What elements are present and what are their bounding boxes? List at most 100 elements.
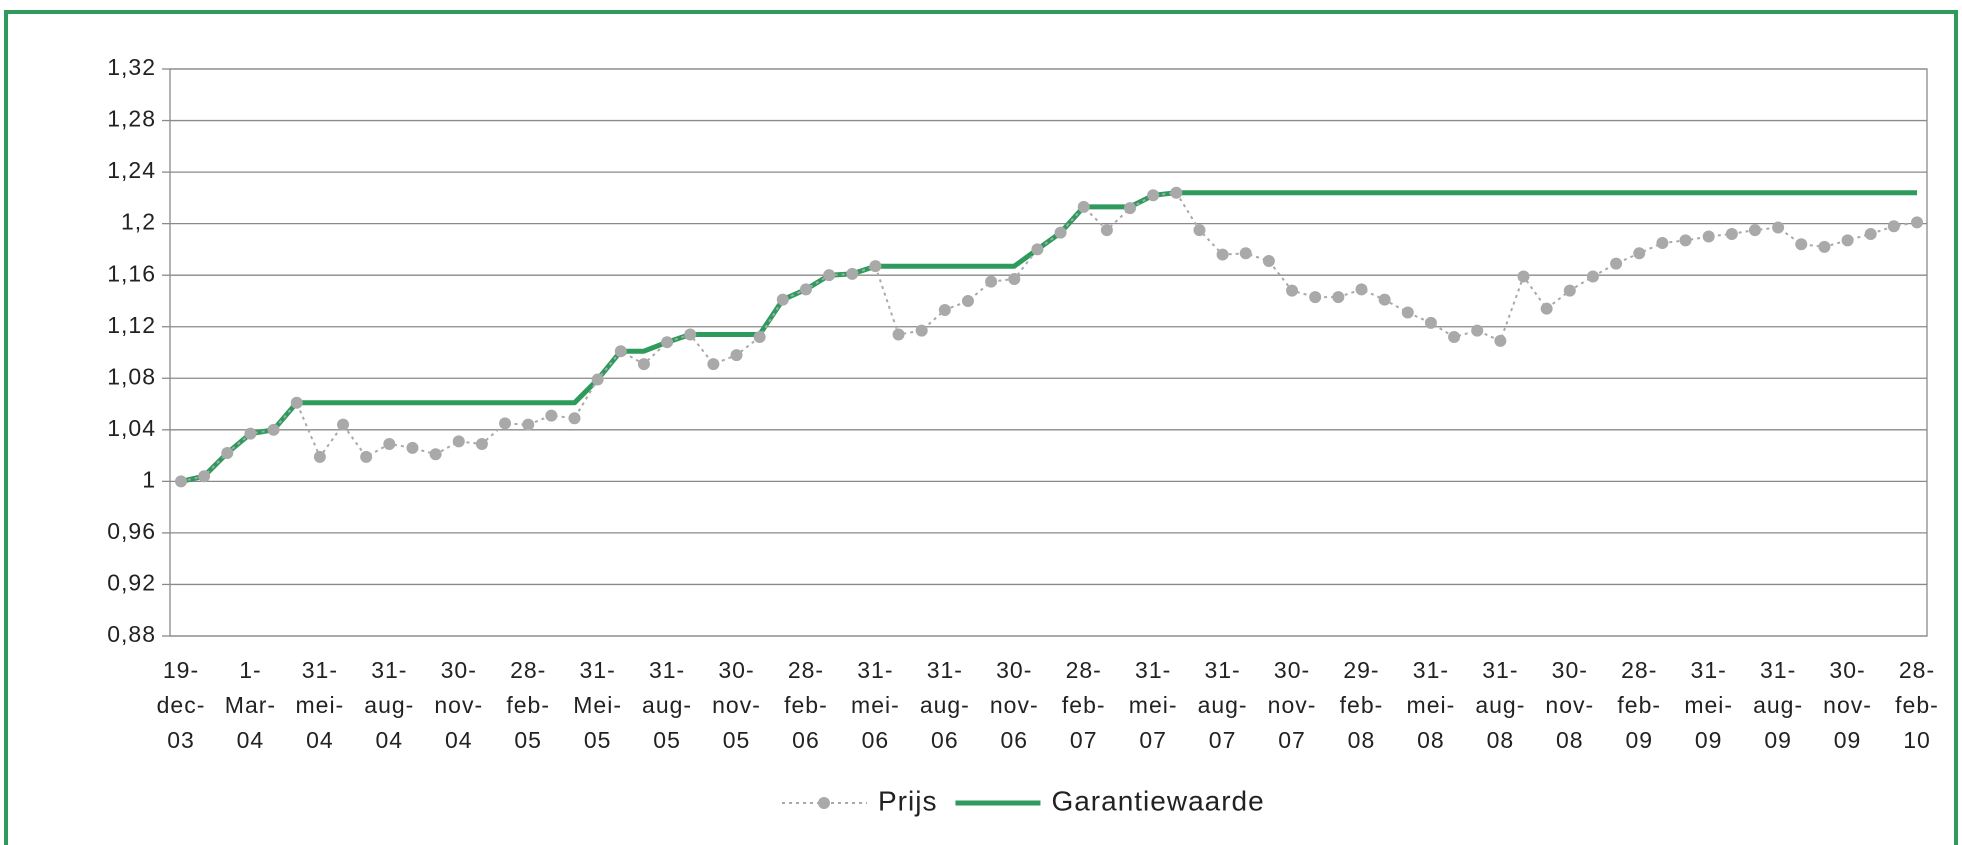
price-marker — [1610, 257, 1623, 270]
price-marker — [452, 435, 465, 448]
price-marker — [337, 418, 350, 431]
x-tick-label-line: 31- — [1691, 657, 1727, 683]
x-tick-label-line: 19- — [163, 657, 199, 683]
x-tick-label-line: 30- — [441, 657, 477, 683]
price-marker — [290, 396, 303, 409]
x-tick-label-line: 08 — [1417, 727, 1445, 753]
price-marker — [499, 417, 512, 430]
x-tick-label-line: 06 — [862, 727, 890, 753]
price-marker — [1911, 216, 1923, 229]
x-tick-label-line: 30- — [996, 657, 1032, 683]
x-tick-label: 28- feb- 10 — [1895, 657, 1939, 753]
y-tick-label: 1,08 — [107, 363, 156, 389]
price-line — [180, 191, 1918, 483]
price-marker — [1170, 186, 1183, 199]
price-marker — [1818, 240, 1831, 253]
x-tick-label: 29- feb- 08 — [1340, 657, 1384, 753]
price-marker — [1262, 255, 1275, 268]
price-marker — [1656, 236, 1669, 249]
price-marker — [799, 283, 812, 296]
price-marker — [915, 324, 928, 337]
x-tick-label-line: 03 — [167, 727, 195, 753]
x-tick-label-line: mei- — [1129, 692, 1178, 718]
price-marker — [661, 336, 674, 349]
price-marker — [1332, 291, 1345, 304]
price-marker — [1795, 238, 1808, 251]
legend-label: Prijs — [878, 785, 937, 816]
price-marker — [221, 447, 234, 460]
price-marker — [591, 373, 604, 386]
price-marker — [1887, 220, 1900, 233]
x-tick-label-line: 10 — [1903, 727, 1931, 753]
x-tick-label-line: 08 — [1487, 727, 1515, 753]
price-marker — [1100, 224, 1113, 237]
x-tick-label: 31- mei- 04 — [296, 657, 345, 753]
plot-area — [169, 68, 1928, 637]
price-marker — [823, 269, 836, 282]
x-tick-label: 30- nov- 04 — [434, 657, 483, 753]
price-marker — [1309, 291, 1322, 304]
price-marker — [522, 418, 535, 431]
y-tick-label: 1,2 — [121, 209, 156, 235]
price-marker — [1286, 284, 1299, 297]
y-tick-label: 0,96 — [107, 518, 156, 544]
x-tick-label-line: aug- — [1198, 692, 1248, 718]
x-tick-label-line: 31- — [1482, 657, 1518, 683]
price-marker — [1077, 200, 1090, 213]
price-marker — [776, 293, 789, 306]
price-marker — [1563, 284, 1576, 297]
x-tick-label-line: 28- — [788, 657, 824, 683]
y-tick-label: 1,24 — [107, 157, 156, 183]
price-marker — [1448, 331, 1461, 344]
y-tick-label: 0,88 — [107, 621, 156, 647]
y-tick-label: 1 — [142, 466, 156, 492]
price-marker — [961, 294, 974, 307]
price-marker — [614, 345, 627, 358]
price-marker — [707, 358, 720, 371]
x-tick-label-line: aug- — [642, 692, 692, 718]
price-marker — [1772, 221, 1785, 234]
price-marker — [1494, 334, 1507, 347]
x-tick-label-line: 30- — [1274, 657, 1310, 683]
price-marker — [1008, 273, 1021, 286]
x-tick-label-line: 04 — [376, 727, 404, 753]
x-tick-label-line: 31- — [302, 657, 338, 683]
x-tick-label-line: 07 — [1278, 727, 1306, 753]
price-marker — [1147, 189, 1160, 202]
x-tick-label-line: 28- — [1066, 657, 1102, 683]
price-marker — [730, 349, 743, 362]
x-tick-label-line: Mei- — [573, 692, 622, 718]
x-tick-label: 19- dec- 03 — [157, 657, 206, 753]
x-tick-label: 31- aug- 09 — [1753, 657, 1803, 753]
x-tick-label-line: nov- — [1823, 692, 1872, 718]
x-tick-label-line: feb- — [1340, 692, 1384, 718]
x-tick-label-line: 07 — [1139, 727, 1167, 753]
x-tick-label-line: 31- — [649, 657, 685, 683]
x-tick-label: 28- feb- 07 — [1062, 657, 1106, 753]
x-tick-label: 30- nov- 05 — [712, 657, 761, 753]
x-tick-label-line: 31- — [857, 657, 893, 683]
x-tick-label-line: Mar- — [225, 692, 276, 718]
x-tick-label-line: 06 — [792, 727, 820, 753]
price-marker — [360, 450, 373, 463]
x-tick-label: 30- nov- 07 — [1268, 657, 1317, 753]
x-tick-label-line: aug- — [1475, 692, 1525, 718]
price-marker — [892, 328, 905, 341]
x-tick-label-line: 08 — [1556, 727, 1584, 753]
price-marker — [1748, 224, 1761, 237]
x-tick-label: 31- aug- 07 — [1198, 657, 1248, 753]
x-tick-label-line: 05 — [653, 727, 681, 753]
x-tick-label: 31- mei- 07 — [1129, 657, 1178, 753]
y-tick-label: 1,28 — [107, 106, 156, 132]
x-tick-label: 28- feb- 06 — [784, 657, 828, 753]
x-tick-label-line: 04 — [445, 727, 473, 753]
price-marker — [475, 437, 488, 450]
price-marker — [1679, 234, 1692, 247]
x-tick-label: 31- mei- 08 — [1407, 657, 1456, 753]
price-marker — [1193, 224, 1206, 237]
x-tick-label-line: nov- — [1545, 692, 1594, 718]
price-marker — [637, 358, 650, 371]
price-marker — [1517, 270, 1530, 283]
y-tick-label: 1,32 — [107, 54, 156, 80]
